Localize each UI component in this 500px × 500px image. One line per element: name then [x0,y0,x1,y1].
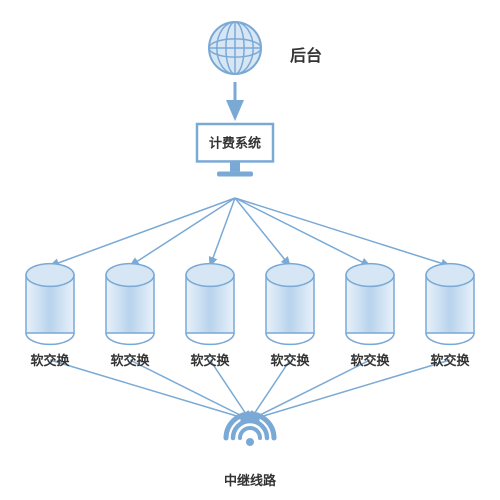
globe-label: 后台 [290,42,322,66]
monitor-label: 计费系统 [209,135,261,150]
cylinder-label: 软交换 [420,350,480,369]
cylinder-label: 软交换 [340,350,400,369]
cylinder-label: 软交换 [100,350,160,369]
cylinder-label: 软交换 [180,350,240,369]
wifi-label: 中继线路 [210,470,290,489]
cylinder-label: 软交换 [260,350,320,369]
cylinder-label: 软交换 [20,350,80,369]
diagram-svg: 计费系统 [0,0,500,500]
